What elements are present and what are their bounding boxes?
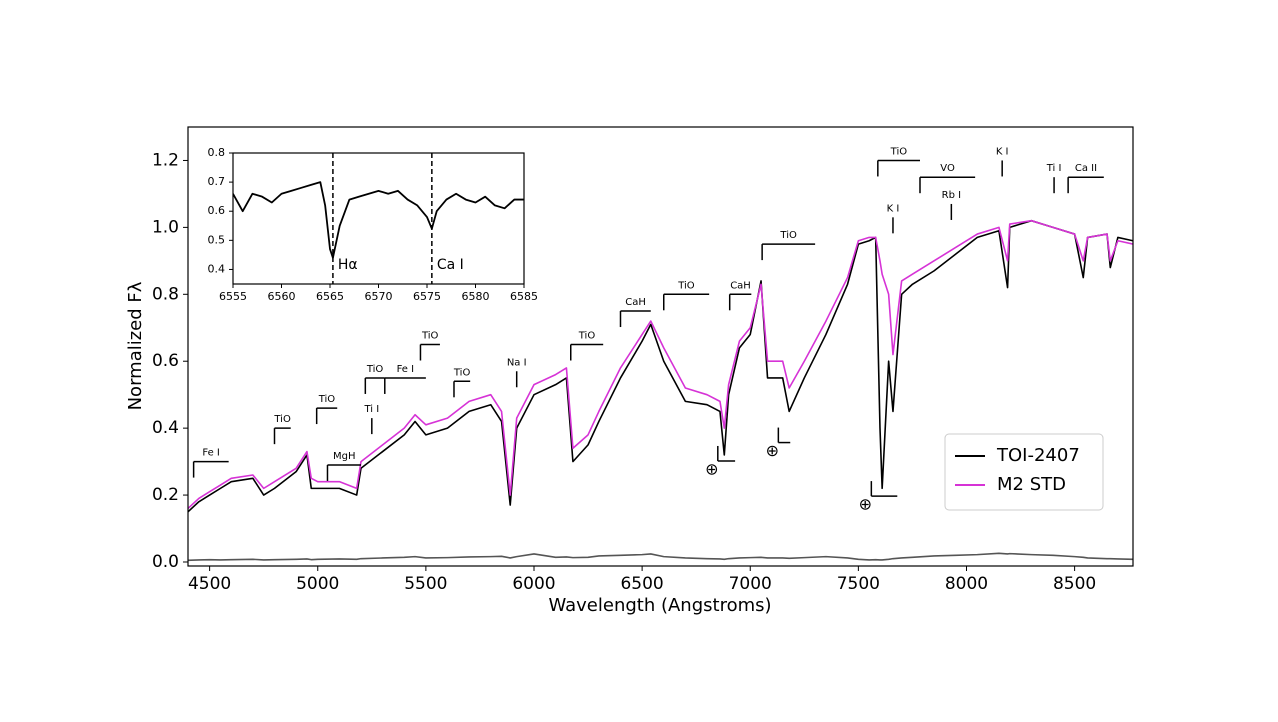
reference-label: Hα xyxy=(338,257,358,273)
x-tick-label: 6565 xyxy=(316,290,344,303)
annotation-label: TiO xyxy=(366,364,384,375)
x-tick-label: 6000 xyxy=(512,574,555,594)
annotation-label: ⊕ xyxy=(705,459,718,478)
annotation-label: ⊕ xyxy=(766,441,779,460)
x-tick-label: 6575 xyxy=(413,290,441,303)
y-tick-label: 0.8 xyxy=(208,146,226,159)
annotation-label: TiO xyxy=(578,330,596,341)
reference-label: Ca I xyxy=(437,257,464,273)
x-tick-label: 7000 xyxy=(729,574,772,594)
spectrum-line xyxy=(188,219,1133,513)
spectrum-line xyxy=(188,552,1133,562)
x-tick-label: 6580 xyxy=(462,290,490,303)
legend-label: M2 STD xyxy=(997,474,1066,495)
x-tick-label: 6555 xyxy=(219,290,247,303)
spectrum-line xyxy=(188,219,1133,510)
x-tick-label: 6560 xyxy=(268,290,296,303)
plot-area xyxy=(233,153,524,284)
x-tick-label: 5000 xyxy=(296,574,339,594)
annotation-label: ⊕ xyxy=(859,495,872,514)
annotation-label: Na I xyxy=(507,357,527,368)
y-tick-label: 0.4 xyxy=(208,262,226,275)
y-tick-label: 0.7 xyxy=(208,175,226,188)
annotation-label: Fe I xyxy=(397,364,415,375)
x-tick-label: 7500 xyxy=(837,574,880,594)
annotation-label: Fe I xyxy=(202,448,220,459)
legend-label: TOI-2407 xyxy=(996,445,1080,466)
x-tick-label: 6570 xyxy=(365,290,393,303)
annotation-label: TiO xyxy=(677,280,695,291)
annotation-label: CaH xyxy=(730,280,751,291)
annotation-label: TiO xyxy=(421,330,439,341)
annotation-label: K I xyxy=(887,203,900,214)
y-tick-label: 0.6 xyxy=(208,204,226,217)
annotation-label: TiO xyxy=(453,367,471,378)
y-tick-label: 1.2 xyxy=(152,150,179,170)
x-axis-label: Wavelength (Angstroms) xyxy=(548,595,771,616)
y-axis-label: Normalized Fλ xyxy=(125,281,146,410)
x-tick-label: 6585 xyxy=(510,290,538,303)
legend-box xyxy=(944,433,1104,511)
annotation-label: TiO xyxy=(779,230,797,241)
spectrum-line xyxy=(233,181,524,259)
annotation-label: Ti I xyxy=(1046,163,1062,174)
x-tick-label: 5500 xyxy=(404,574,447,594)
annotation-label: Rb I xyxy=(942,190,961,201)
y-tick-label: 0.2 xyxy=(152,485,179,505)
axes-frame xyxy=(187,126,1134,567)
x-tick-label: 8000 xyxy=(945,574,988,594)
y-tick-label: 0.8 xyxy=(152,284,179,304)
y-tick-label: 0.6 xyxy=(152,351,179,371)
annotation-label: Ca II xyxy=(1075,163,1097,174)
annotation-label: K I xyxy=(996,146,1009,157)
annotation-label: VO xyxy=(940,163,955,174)
y-tick-label: 0.0 xyxy=(152,552,179,572)
annotation-label: Ti I xyxy=(363,404,379,415)
annotation-label: CaH xyxy=(625,297,646,308)
x-tick-label: 6500 xyxy=(620,574,663,594)
annotation-label: TiO xyxy=(273,414,291,425)
y-tick-label: 0.5 xyxy=(208,233,226,246)
y-tick-label: 1.0 xyxy=(152,217,179,237)
plot-lines xyxy=(188,219,1133,562)
x-tick-label: 8500 xyxy=(1053,574,1096,594)
y-tick-label: 0.4 xyxy=(152,418,179,438)
annotation-label: MgH xyxy=(333,451,356,462)
annotation-label: TiO xyxy=(890,146,908,157)
annotation-label: TiO xyxy=(318,394,336,405)
plot-lines xyxy=(233,181,524,259)
x-tick-label: 4500 xyxy=(188,574,231,594)
